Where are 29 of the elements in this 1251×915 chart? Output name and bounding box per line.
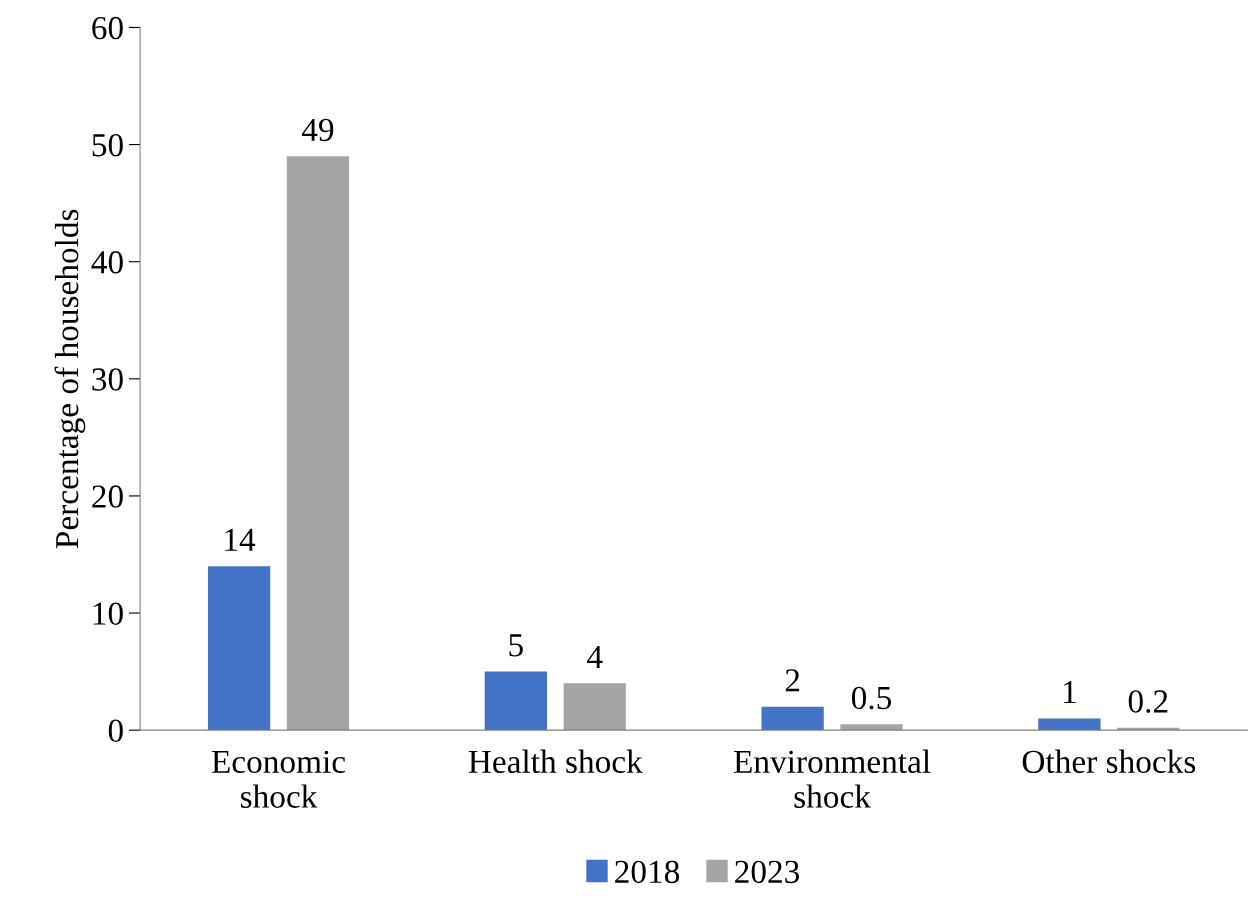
bar xyxy=(484,671,547,731)
y-tick-label: 40 xyxy=(91,251,123,274)
y-tick-label: 10 xyxy=(93,602,123,625)
data-label: 0.5 xyxy=(851,686,892,710)
data-label: 1 xyxy=(1064,681,1076,704)
data-label: 0.2 xyxy=(1128,690,1168,713)
data-label: 4 xyxy=(587,645,603,668)
x-tick-label: Economic shock xyxy=(211,750,346,808)
data-label: 14 xyxy=(225,528,256,551)
x-tick-label: Health shock xyxy=(468,749,643,774)
bar xyxy=(563,683,626,731)
y-tick-label: 0 xyxy=(108,719,123,743)
x-tick-label: Other shocks xyxy=(1022,749,1196,774)
x-tick-label: Environmental shock xyxy=(733,749,931,808)
data-label: 2 xyxy=(785,669,800,692)
y-tick-label: 20 xyxy=(92,485,123,508)
data-label: 5 xyxy=(509,634,523,657)
y-axis-title: Percentage of households xyxy=(54,209,86,549)
y-tick-label: 60 xyxy=(92,16,123,40)
legend-label: 2023 xyxy=(735,860,800,884)
bar xyxy=(761,706,824,731)
data-label: 49 xyxy=(301,118,334,142)
bar xyxy=(1038,718,1101,731)
bar xyxy=(207,566,271,731)
bar xyxy=(286,156,350,731)
y-tick-label: 50 xyxy=(92,133,123,157)
bar xyxy=(840,724,903,731)
y-tick-label: 30 xyxy=(92,368,123,391)
legend-label: 2018 xyxy=(615,860,680,884)
